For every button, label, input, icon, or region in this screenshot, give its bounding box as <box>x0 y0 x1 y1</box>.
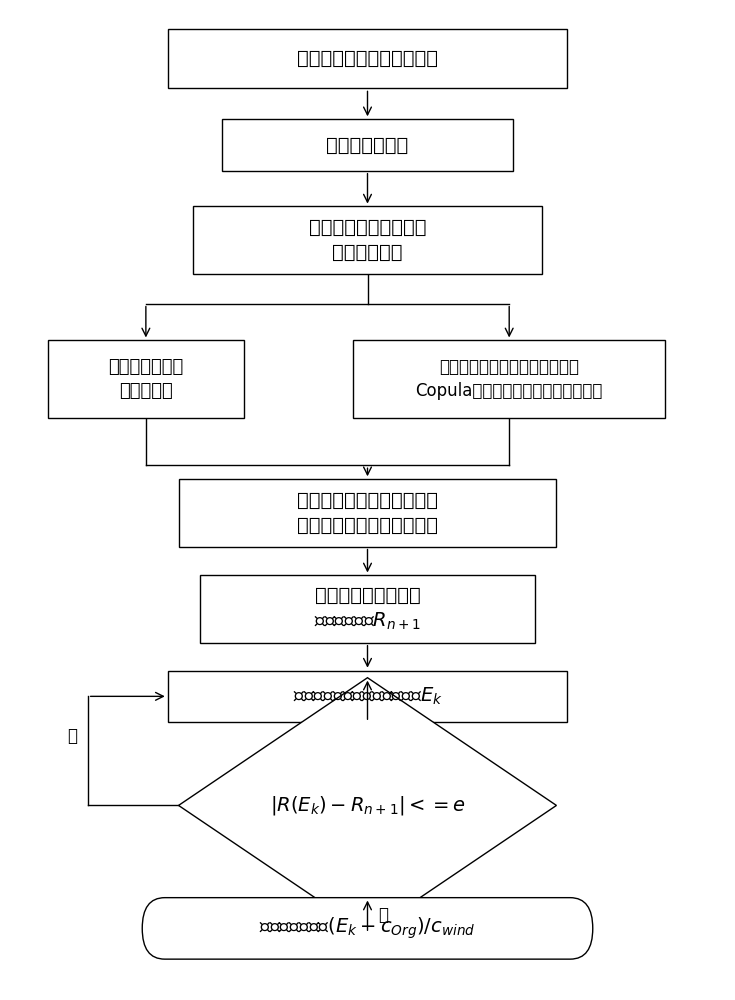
Text: 将模拟得到的风电场出力等
效为多状态机组并入原系统: 将模拟得到的风电场出力等 效为多状态机组并入原系统 <box>297 491 438 535</box>
Text: 考虑风电场间出力相关性，基于
Copula函数建立其出力联合概率分布: 考虑风电场间出力相关性，基于 Copula函数建立其出力联合概率分布 <box>415 358 603 400</box>
Polygon shape <box>179 678 556 933</box>
Text: 不考虑风电场间
出力相关性: 不考虑风电场间 出力相关性 <box>108 358 184 400</box>
Text: 输入风电场参数: 输入风电场参数 <box>326 135 409 154</box>
Text: 是: 是 <box>379 906 388 924</box>
FancyBboxPatch shape <box>48 340 244 418</box>
Text: 否: 否 <box>67 727 77 745</box>
FancyBboxPatch shape <box>168 29 567 88</box>
Text: 计算风电接入后的系
统可靠性指标$R_{n+1}$: 计算风电接入后的系 统可靠性指标$R_{n+1}$ <box>314 586 421 632</box>
FancyBboxPatch shape <box>179 479 556 547</box>
FancyBboxPatch shape <box>222 119 513 171</box>
Text: $|R(E_k)-R_{n+1}|<=e$: $|R(E_k)-R_{n+1}|<=e$ <box>270 794 465 817</box>
FancyBboxPatch shape <box>353 340 665 418</box>
FancyBboxPatch shape <box>143 898 592 959</box>
Text: 其容量可信度为$(E_k-c_{Org})/c_{wind}$: 其容量可信度为$(E_k-c_{Org})/c_{wind}$ <box>259 916 476 941</box>
Text: 利用截弦法调整原系统装机为$E_k$: 利用截弦法调整原系统装机为$E_k$ <box>293 686 442 707</box>
FancyBboxPatch shape <box>168 671 567 722</box>
Text: 输入原系统机组和负荷数据: 输入原系统机组和负荷数据 <box>297 49 438 68</box>
Text: 确定两个风电场的出力
概率边缘分布: 确定两个风电场的出力 概率边缘分布 <box>309 218 426 262</box>
FancyBboxPatch shape <box>193 206 542 274</box>
FancyBboxPatch shape <box>201 575 534 643</box>
